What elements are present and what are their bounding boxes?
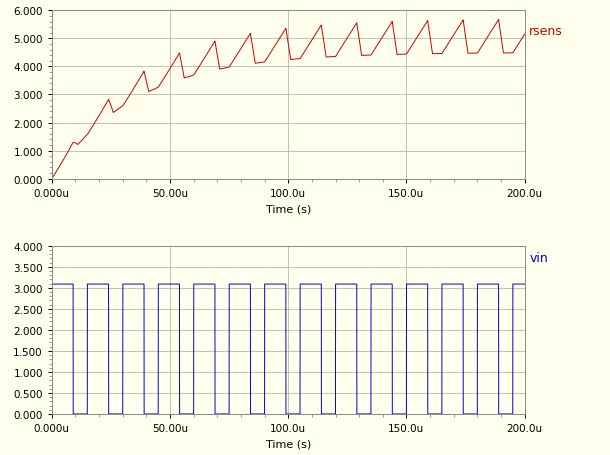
X-axis label: Time (s): Time (s) bbox=[265, 439, 311, 449]
Text: rsens: rsens bbox=[529, 25, 563, 38]
Text: vin: vin bbox=[529, 251, 548, 264]
X-axis label: Time (s): Time (s) bbox=[265, 204, 311, 214]
